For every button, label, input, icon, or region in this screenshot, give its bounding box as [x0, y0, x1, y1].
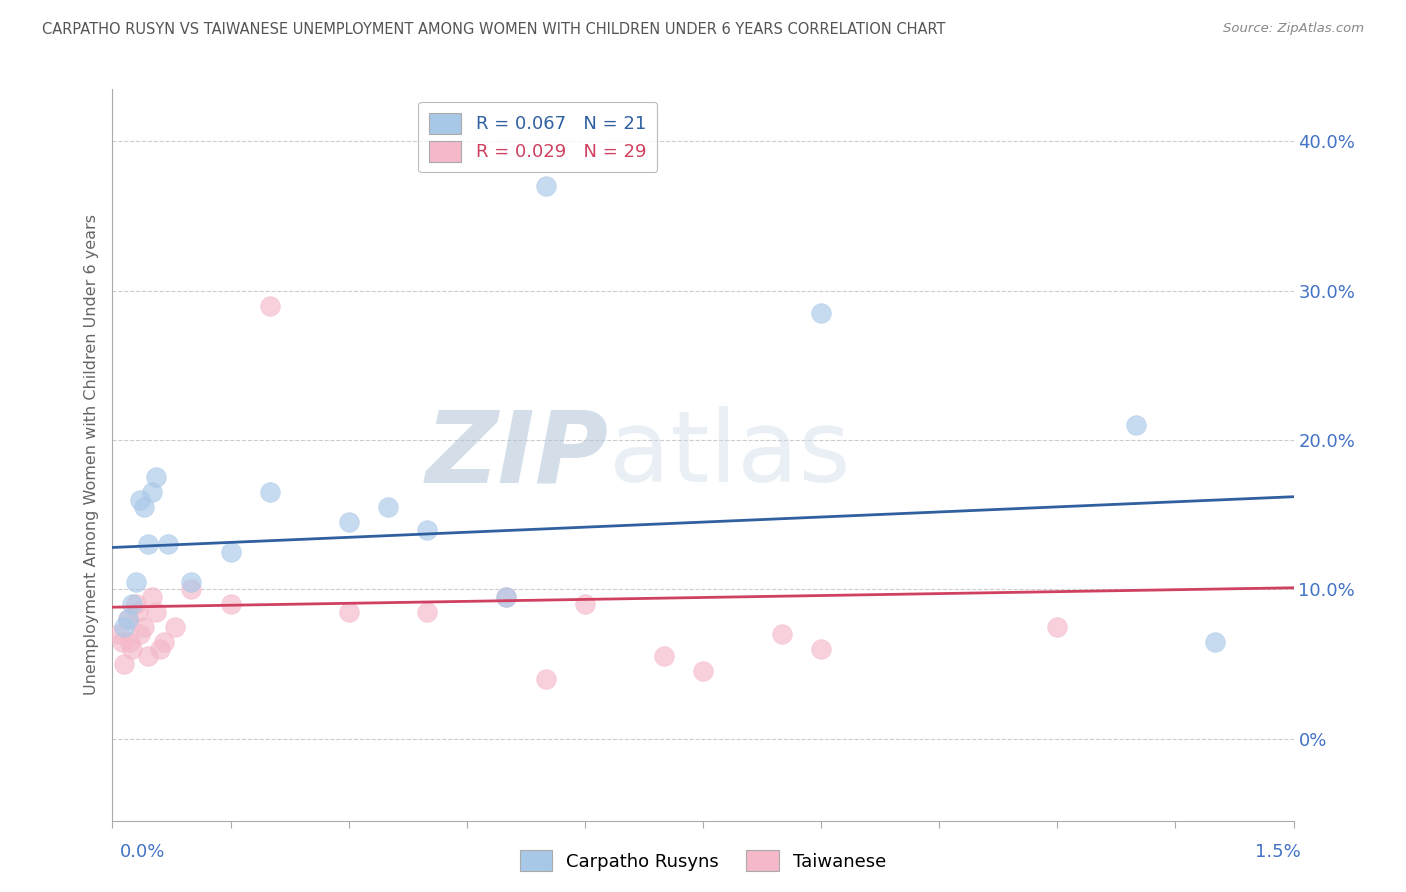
Point [136, 649, 159, 664]
Point [156, 537, 179, 551]
Point [1125, 418, 1147, 433]
Point [145, 605, 167, 619]
Point [652, 649, 675, 664]
Point [534, 672, 557, 686]
Point [121, 597, 143, 611]
Point [259, 485, 281, 500]
Point [810, 306, 832, 320]
Point [117, 612, 139, 626]
Text: 1.5%: 1.5% [1254, 843, 1301, 861]
Point [125, 597, 148, 611]
Point [219, 545, 242, 559]
Legend: R = 0.067   N = 21, R = 0.029   N = 29: R = 0.067 N = 21, R = 0.029 N = 29 [418, 102, 657, 172]
Point [132, 619, 155, 633]
Text: Source: ZipAtlas.com: Source: ZipAtlas.com [1223, 22, 1364, 36]
Point [416, 605, 439, 619]
Point [180, 582, 202, 597]
Point [165, 619, 187, 633]
Text: CARPATHO RUSYN VS TAIWANESE UNEMPLOYMENT AMONG WOMEN WITH CHILDREN UNDER 6 YEARS: CARPATHO RUSYN VS TAIWANESE UNEMPLOYMENT… [42, 22, 946, 37]
Point [219, 597, 242, 611]
Point [692, 665, 714, 679]
Point [136, 537, 159, 551]
Point [125, 574, 148, 589]
Point [495, 590, 517, 604]
Point [149, 642, 172, 657]
Point [337, 605, 360, 619]
Point [129, 627, 152, 641]
Point [112, 619, 135, 633]
Point [111, 634, 134, 648]
Point [1204, 634, 1226, 648]
Point [534, 179, 557, 194]
Point [259, 299, 281, 313]
Point [180, 574, 202, 589]
Text: atlas: atlas [609, 407, 851, 503]
Point [1046, 619, 1069, 633]
Legend: Carpatho Rusyns, Taiwanese: Carpatho Rusyns, Taiwanese [512, 843, 894, 879]
Point [770, 627, 793, 641]
Point [117, 612, 139, 626]
Text: ZIP: ZIP [426, 407, 609, 503]
Text: 0.0%: 0.0% [120, 843, 165, 861]
Point [152, 634, 174, 648]
Point [127, 605, 149, 619]
Point [145, 470, 167, 484]
Point [141, 485, 163, 500]
Point [416, 523, 439, 537]
Point [121, 642, 143, 657]
Point [141, 590, 163, 604]
Point [495, 590, 517, 604]
Point [132, 500, 155, 515]
Point [377, 500, 399, 515]
Point [337, 515, 360, 529]
Point [810, 642, 832, 657]
Point [574, 597, 596, 611]
Point [129, 492, 152, 507]
Point [107, 627, 129, 641]
Point [112, 657, 135, 671]
Y-axis label: Unemployment Among Women with Children Under 6 years: Unemployment Among Women with Children U… [84, 214, 100, 696]
Point [118, 634, 141, 648]
